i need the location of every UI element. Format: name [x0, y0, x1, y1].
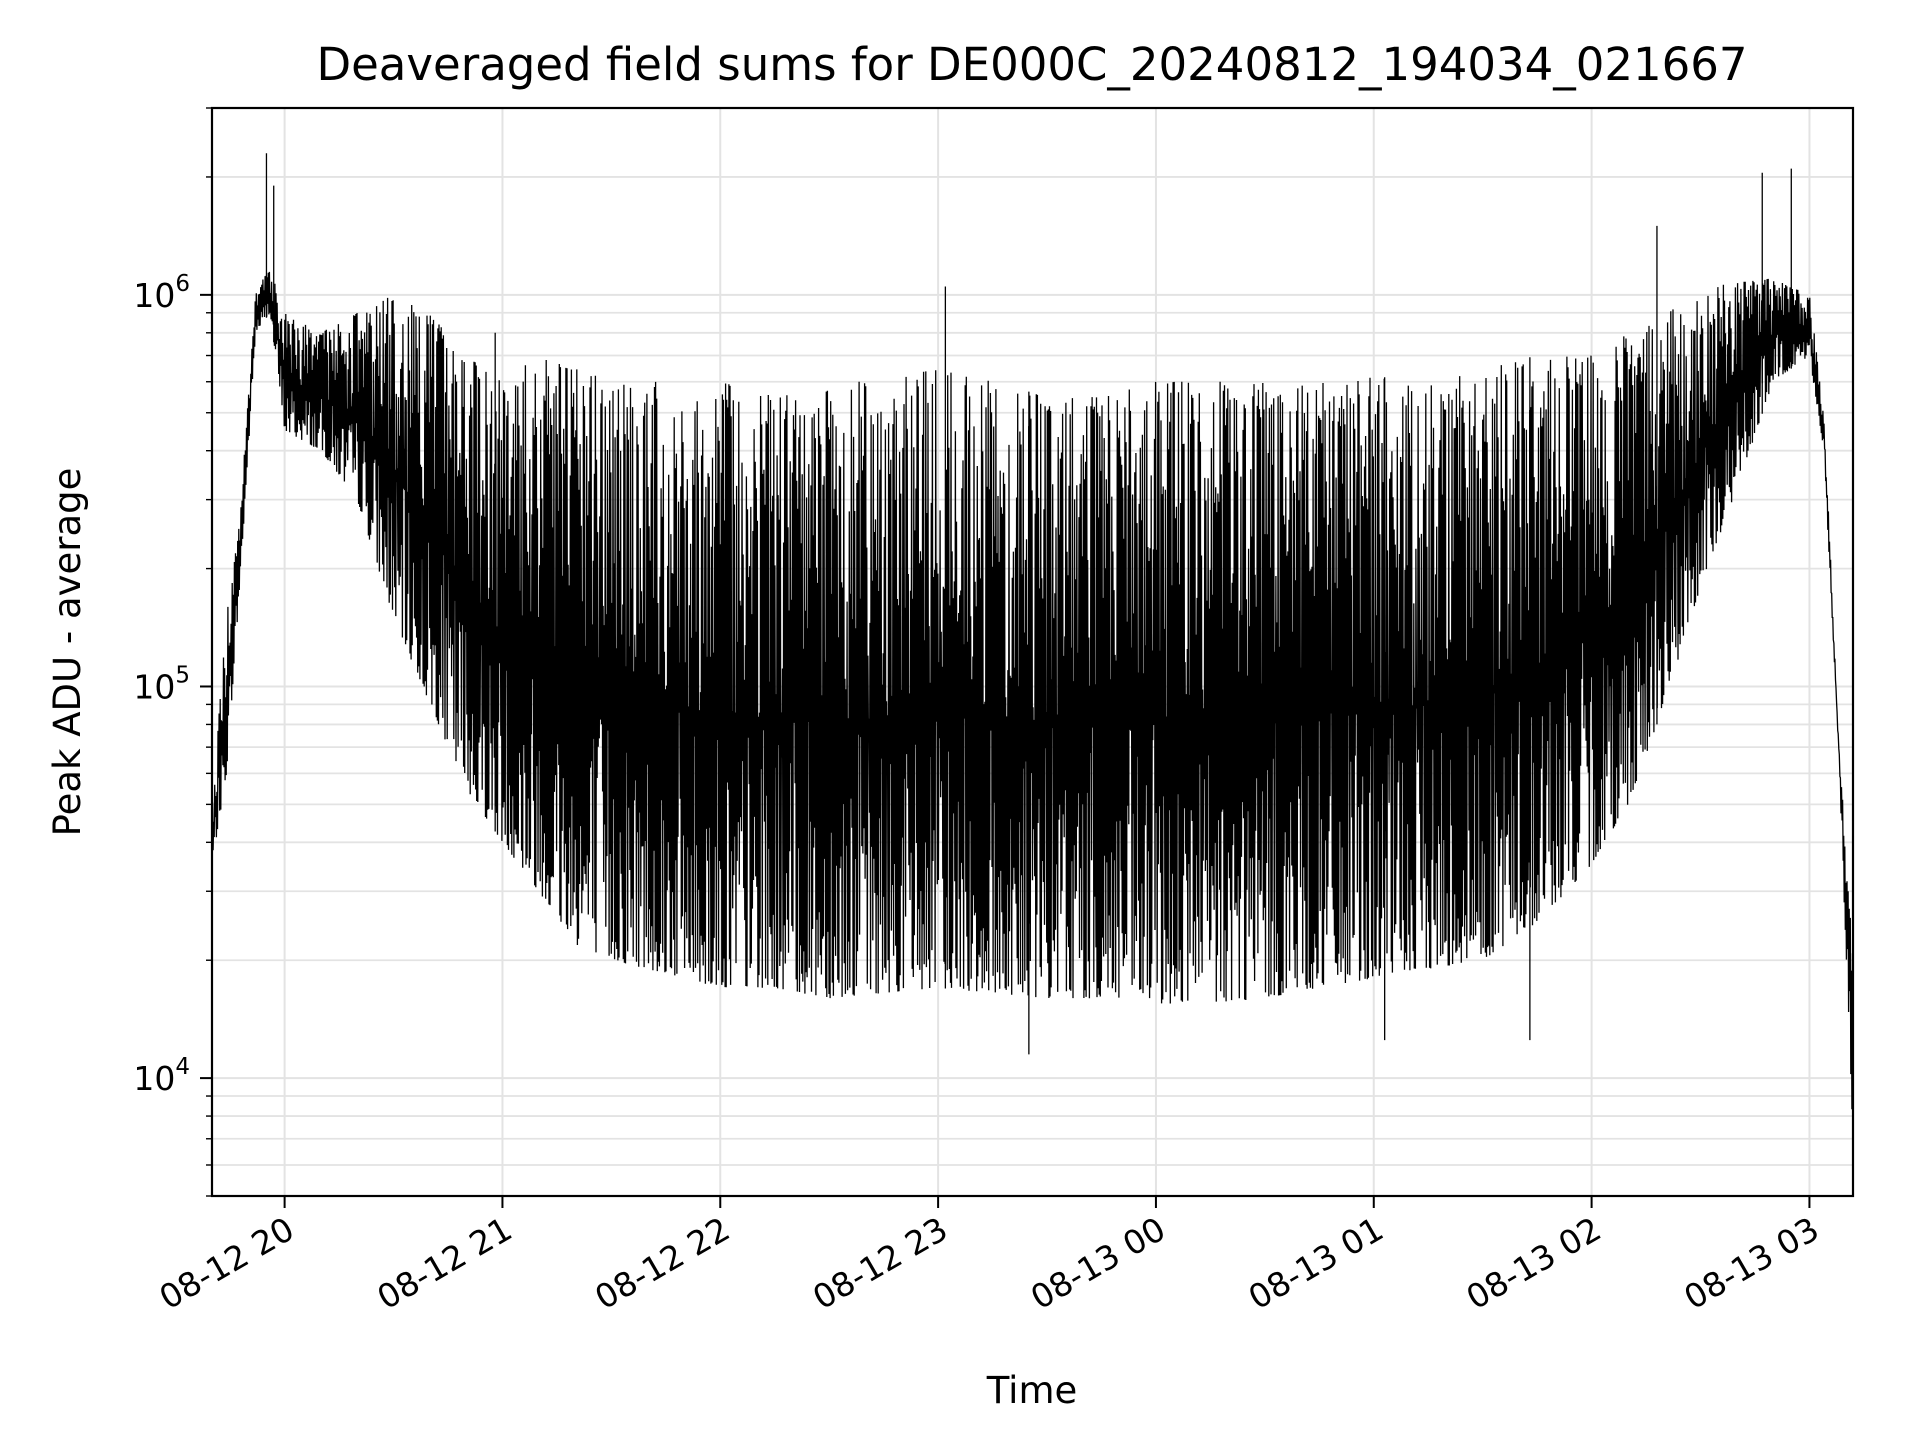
x-tick-label: 08-13 02: [1460, 1209, 1608, 1317]
y-tick-label: 105: [133, 662, 190, 706]
chart-title: Deaveraged field sums for DE000C_2024081…: [316, 38, 1747, 91]
plot-frame: [210, 106, 1855, 1198]
y-tick-label: 104: [133, 1054, 190, 1098]
x-tick-label: 08-12 20: [153, 1209, 301, 1317]
x-tick-label: 08-12 23: [806, 1209, 954, 1317]
y-tick-label: 106: [133, 271, 190, 315]
series-line: [211, 271, 1854, 1110]
x-axis-label: Time: [986, 1369, 1078, 1412]
x-tick-label: 08-13 01: [1242, 1209, 1390, 1317]
x-tick-label: 08-13 03: [1677, 1209, 1825, 1317]
y-axis-ticks: 104 105 106: [133, 107, 212, 1197]
x-tick-label: 08-12 21: [370, 1209, 518, 1317]
x-axis-ticks: 08-12 20 08-12 21 08-12 22 08-12 23 08-13 00…: [153, 1196, 1825, 1317]
x-tick-label: 08-13 00: [1024, 1209, 1172, 1317]
x-tick-label: 08-12 22: [588, 1209, 736, 1317]
y-axis-label: Peak ADU - average: [46, 468, 89, 837]
